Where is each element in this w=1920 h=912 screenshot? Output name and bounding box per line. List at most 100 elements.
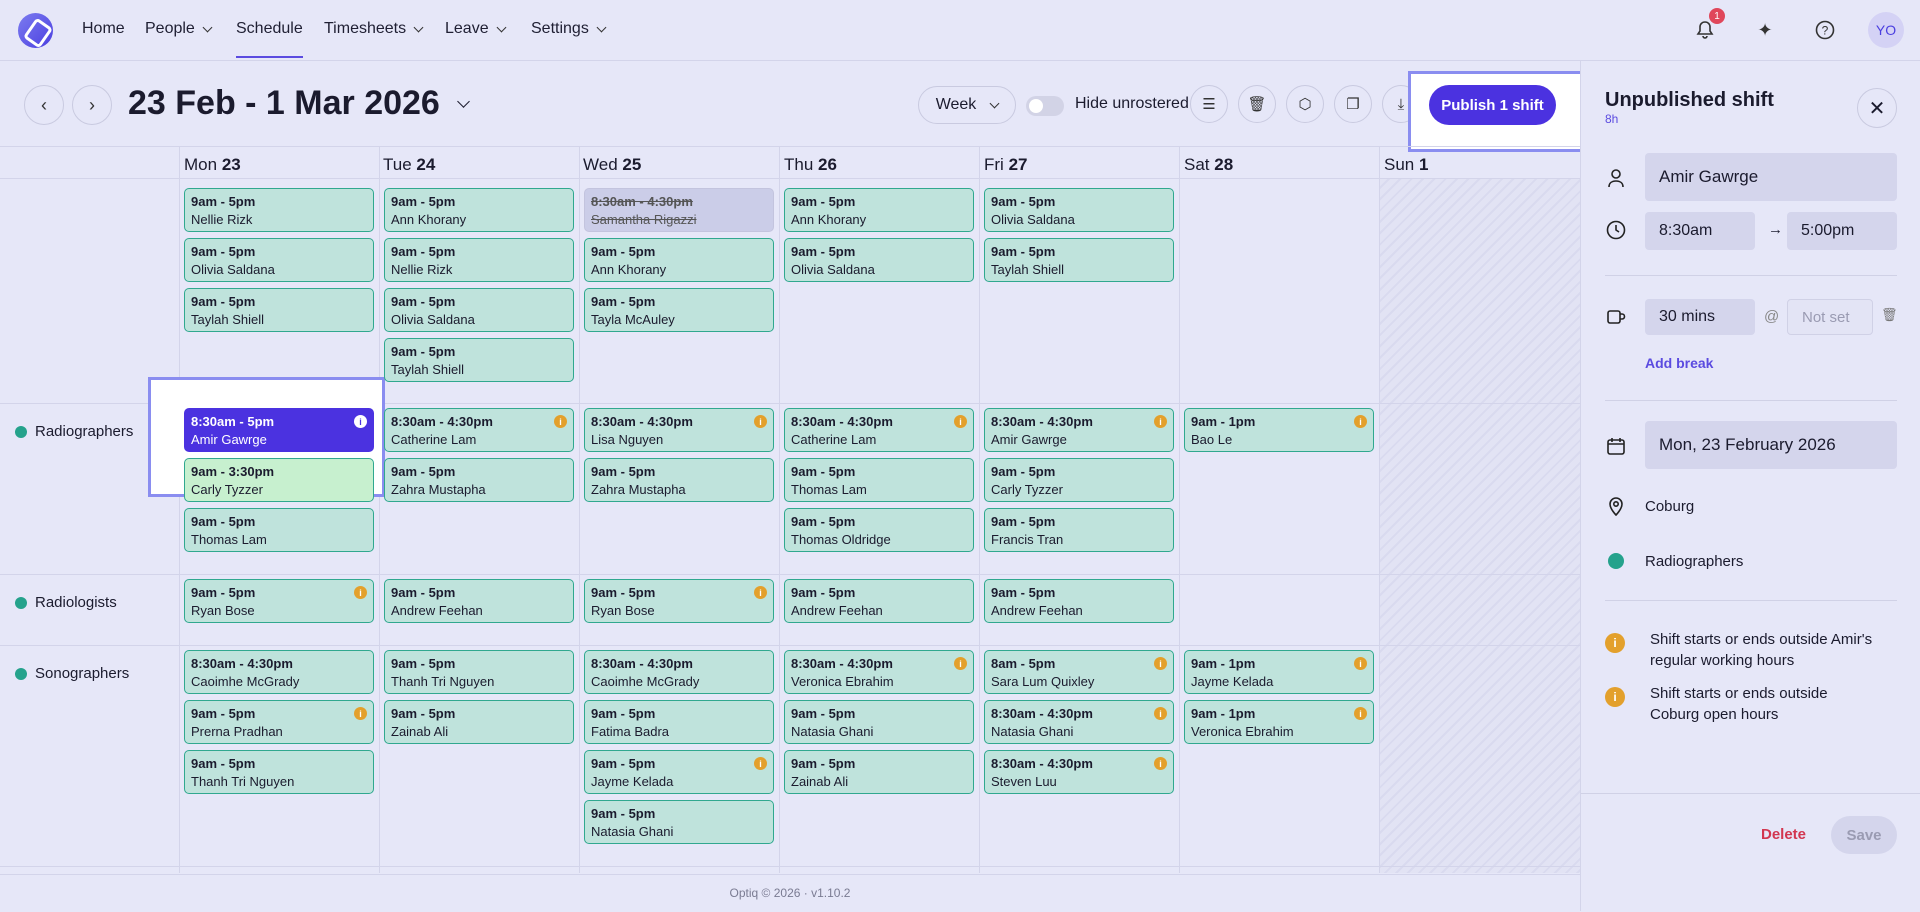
shift-card[interactable]: 8:30am - 4:30pm Catherine Lam i: [784, 408, 974, 452]
shift-card[interactable]: 8:30am - 4:30pm Caoimhe McGrady: [184, 650, 374, 694]
day-header[interactable]: Sun 1: [1384, 155, 1428, 175]
bell-icon[interactable]: [1693, 18, 1717, 42]
shift-card[interactable]: 9am - 5pm Taylah Shiell: [184, 288, 374, 332]
shift-card[interactable]: 9am - 5pm Ryan Bose i: [584, 579, 774, 623]
shift-card[interactable]: 8am - 5pm Sara Lum Quixley i: [984, 650, 1174, 694]
copy-icon[interactable]: ❐: [1334, 85, 1372, 123]
day-header[interactable]: Tue 24: [383, 155, 435, 175]
next-week-button[interactable]: ›: [72, 85, 112, 125]
shift-card[interactable]: 8:30am - 4:30pm Veronica Ebrahim i: [784, 650, 974, 694]
employee-field[interactable]: Amir Gawrge: [1645, 153, 1897, 201]
group-label[interactable]: Radiographers: [15, 423, 133, 440]
shift-card[interactable]: 9am - 1pm Jayme Kelada i: [1184, 650, 1374, 694]
shift-card[interactable]: 9am - 5pm Natasia Ghani: [784, 700, 974, 744]
day-header[interactable]: Mon 23: [184, 155, 241, 175]
day-number: 23: [221, 155, 241, 174]
group-label[interactable]: Radiologists: [15, 594, 117, 611]
trash-icon[interactable]: 🗑: [1238, 85, 1276, 123]
shift-card[interactable]: 9am - 5pm Thomas Lam: [784, 458, 974, 502]
shift-card[interactable]: 9am - 5pm Ann Khorany: [384, 188, 574, 232]
shift-employee: Carly Tyzzer: [191, 482, 263, 497]
shift-card[interactable]: 9am - 5pm Ryan Bose i: [184, 579, 374, 623]
prev-week-button[interactable]: ‹: [24, 85, 64, 125]
shift-card[interactable]: 9am - 5pm Olivia Saldana: [784, 238, 974, 282]
nav-schedule-label: Schedule: [236, 20, 303, 37]
publish-button[interactable]: Publish 1 shift: [1429, 85, 1556, 125]
shift-card[interactable]: 8:30am - 4:30pm Caoimhe McGrady: [584, 650, 774, 694]
hide-unrostered-toggle[interactable]: [1026, 96, 1064, 116]
day-header[interactable]: Sat 28: [1184, 155, 1233, 175]
day-header[interactable]: Thu 26: [784, 155, 837, 175]
group-label[interactable]: Sonographers: [15, 665, 129, 682]
shift-card[interactable]: 9am - 5pm Thanh Tri Nguyen: [184, 750, 374, 794]
shift-card[interactable]: 9am - 5pm Zahra Mustapha: [384, 458, 574, 502]
day-header[interactable]: Fri 27: [984, 155, 1027, 175]
add-break-button[interactable]: Add break: [1645, 355, 1714, 371]
nav-leave[interactable]: Leave: [445, 20, 507, 38]
shift-card[interactable]: 9am - 5pm Natasia Ghani: [584, 800, 774, 844]
shift-card[interactable]: 9am - 5pm Thanh Tri Nguyen: [384, 650, 574, 694]
save-button[interactable]: Save: [1831, 816, 1897, 854]
shift-card[interactable]: 9am - 5pm Jayme Kelada i: [584, 750, 774, 794]
nav-settings[interactable]: Settings: [531, 20, 607, 38]
close-icon[interactable]: ✕: [1857, 88, 1897, 128]
shift-card[interactable]: 9am - 5pm Ann Khorany: [584, 238, 774, 282]
template-icon[interactable]: ⬡: [1286, 85, 1324, 123]
shift-card[interactable]: 8:30am - 4:30pm Samantha Rigazzi: [584, 188, 774, 232]
shift-card[interactable]: 9am - 1pm Bao Le i: [1184, 408, 1374, 452]
filter-icon[interactable]: ☰: [1190, 85, 1228, 123]
break-time-field[interactable]: Not set: [1787, 299, 1873, 335]
shift-card[interactable]: 9am - 5pm Fatima Badra: [584, 700, 774, 744]
break-length-field[interactable]: 30 mins: [1645, 299, 1755, 335]
shift-card[interactable]: 9am - 5pm Francis Tran: [984, 508, 1174, 552]
shift-card[interactable]: 9am - 5pm Nellie Rizk: [384, 238, 574, 282]
shift-card[interactable]: 9am - 5pm Taylah Shiell: [384, 338, 574, 382]
shift-card[interactable]: 9am - 5pm Carly Tyzzer: [984, 458, 1174, 502]
shift-card[interactable]: 9am - 5pm Andrew Feehan: [384, 579, 574, 623]
shift-card[interactable]: 9am - 5pm Nellie Rizk: [184, 188, 374, 232]
delete-button[interactable]: Delete: [1761, 826, 1807, 843]
shift-card[interactable]: 8:30am - 4:30pm Steven Luu i: [984, 750, 1174, 794]
view-selector[interactable]: Week: [918, 86, 1016, 124]
shift-employee: Zainab Ali: [791, 774, 849, 789]
shift-card[interactable]: 9am - 3:30pm Carly Tyzzer: [184, 458, 374, 502]
avatar[interactable]: YO: [1868, 12, 1904, 48]
location-value[interactable]: Coburg: [1645, 498, 1695, 515]
sparkle-icon[interactable]: ✦: [1757, 19, 1773, 40]
help-icon[interactable]: ?: [1813, 18, 1837, 42]
shift-card[interactable]: 9am - 5pm Thomas Oldridge: [784, 508, 974, 552]
shift-card[interactable]: 9am - 5pm Tayla McAuley: [584, 288, 774, 332]
shift-card[interactable]: 9am - 5pm Andrew Feehan: [784, 579, 974, 623]
shift-card[interactable]: 8:30am - 5pm Amir Gawrge i: [184, 408, 374, 452]
nav-schedule[interactable]: Schedule: [236, 20, 303, 58]
shift-employee: Ann Khorany: [391, 212, 467, 227]
shift-card[interactable]: 8:30am - 4:30pm Lisa Nguyen i: [584, 408, 774, 452]
shift-card[interactable]: 9am - 5pm Zahra Mustapha: [584, 458, 774, 502]
nav-timesheets[interactable]: Timesheets: [324, 20, 424, 38]
nav-people[interactable]: People: [145, 20, 213, 38]
shift-card[interactable]: 9am - 5pm Olivia Saldana: [184, 238, 374, 282]
shift-card[interactable]: 9am - 1pm Veronica Ebrahim i: [1184, 700, 1374, 744]
shift-card[interactable]: 8:30am - 4:30pm Amir Gawrge i: [984, 408, 1174, 452]
shift-card[interactable]: 9am - 5pm Taylah Shiell: [984, 238, 1174, 282]
shift-card[interactable]: 9am - 5pm Zainab Ali: [384, 700, 574, 744]
shift-card[interactable]: 9am - 5pm Olivia Saldana: [984, 188, 1174, 232]
end-time-field[interactable]: 5:00pm: [1787, 212, 1897, 250]
shift-card[interactable]: 8:30am - 4:30pm Natasia Ghani i: [984, 700, 1174, 744]
trash-icon[interactable]: 🗑: [1881, 307, 1898, 322]
shift-card[interactable]: 9am - 5pm Olivia Saldana: [384, 288, 574, 332]
shift-card[interactable]: 9am - 5pm Ann Khorany: [784, 188, 974, 232]
nav-home[interactable]: Home: [82, 20, 125, 38]
shift-card[interactable]: 9am - 5pm Prerna Pradhan i: [184, 700, 374, 744]
app-logo[interactable]: [18, 13, 53, 48]
start-time-field[interactable]: 8:30am: [1645, 212, 1755, 250]
date-range-selector[interactable]: 23 Feb - 1 Mar 2026: [128, 84, 470, 123]
day-header[interactable]: Wed 25: [583, 155, 641, 175]
shift-card[interactable]: 9am - 5pm Thomas Lam: [184, 508, 374, 552]
shift-card[interactable]: 9am - 5pm Andrew Feehan: [984, 579, 1174, 623]
shift-card[interactable]: 9am - 5pm Zainab Ali: [784, 750, 974, 794]
shift-card[interactable]: 8:30am - 4:30pm Catherine Lam i: [384, 408, 574, 452]
date-field[interactable]: Mon, 23 February 2026: [1645, 421, 1897, 469]
shift-time: 9am - 5pm: [591, 706, 656, 721]
role-value[interactable]: Radiographers: [1645, 553, 1744, 570]
